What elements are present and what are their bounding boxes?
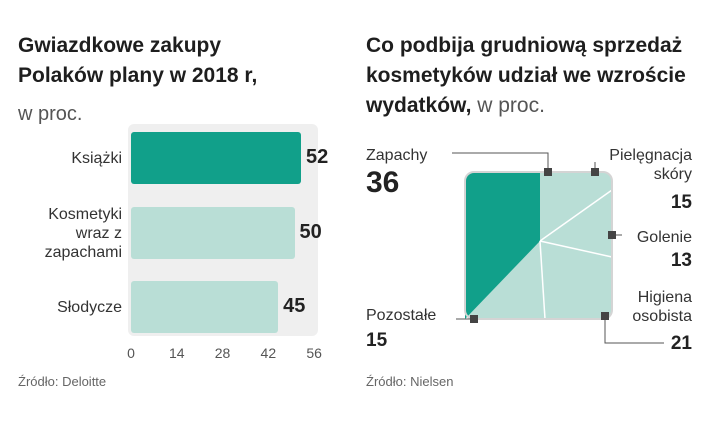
bar-3 [131,281,279,333]
marker-zapachy [544,168,552,176]
bar-1 [131,132,302,184]
x-tick-56: 56 [306,345,322,361]
right-unit: w proc. [471,94,545,117]
bar-value-2: 50 [299,221,322,243]
left-title-line1: Gwiazdkowe zakupy [18,34,222,57]
label-pielegnacja: Pielęgnacja skóry [560,146,692,184]
x-tick-0: 0 [127,345,135,361]
x-tick-28: 28 [214,345,231,361]
category-label-2-line-1: Kosmetyki [48,205,122,223]
category-label-3: Słodycze [0,298,122,317]
value-golenie: 13 [670,250,692,271]
bar-value-1: 52 [306,146,329,168]
left-unit: w proc. [18,103,83,125]
left-title-line2: Polaków plany w 2018 r, [18,64,258,87]
label-golenie: Golenie [636,229,692,246]
right-title-line1: Co podbija grudniową sprzedaż [366,34,683,57]
category-label-3-line-1: Słodycze [57,298,122,316]
category-label-2: Kosmetyki wraz z zapachami [0,205,122,262]
label-pozostale: Pozostałe [366,307,437,324]
x-tick-14: 14 [168,345,185,361]
bar-2 [131,207,295,259]
value-zapachy: 36 [366,166,400,199]
value-pielegnacja: 15 [670,192,692,213]
divider-3 [539,240,546,320]
label-zapachy: Zapachy [366,147,428,164]
marker-pozostale [470,315,478,323]
right-source: Źródło: Nielsen [366,374,454,389]
segment-zapachy [465,172,540,319]
label-higiena-line2: osobista [632,308,692,325]
category-label-1: Książki [0,149,122,168]
category-label-2-line-3: zapachami [44,243,122,261]
leader-zapachy [452,152,549,172]
right-chart-title: Co podbija grudniową sprzedaż kosmetyków… [366,31,686,121]
right-title-line3: wydatków, w proc. [366,91,686,121]
bar-value-3: 45 [283,295,306,317]
value-pozostale: 15 [366,330,388,351]
label-higiena-line1: Higiena [637,289,692,306]
left-source: Źródło: Deloitte [18,374,107,389]
label-higiena: Higiena osobista [560,288,692,326]
category-label-2-line-2: wraz z [75,224,122,242]
x-tick-42: 42 [260,345,277,361]
right-title-bold: wydatków, [366,94,472,117]
category-label-1-line-1: Książki [71,149,122,167]
value-higiena: 21 [670,333,692,354]
right-title-line2: kosmetyków udział we wzroście [366,64,686,87]
left-chart-title: Gwiazdkowe zakupy Polaków plany w 2018 r… [18,31,257,91]
label-pielegnacja-line1: Pielęgnacja [609,147,692,164]
label-pielegnacja-line2: skóry [653,166,692,183]
